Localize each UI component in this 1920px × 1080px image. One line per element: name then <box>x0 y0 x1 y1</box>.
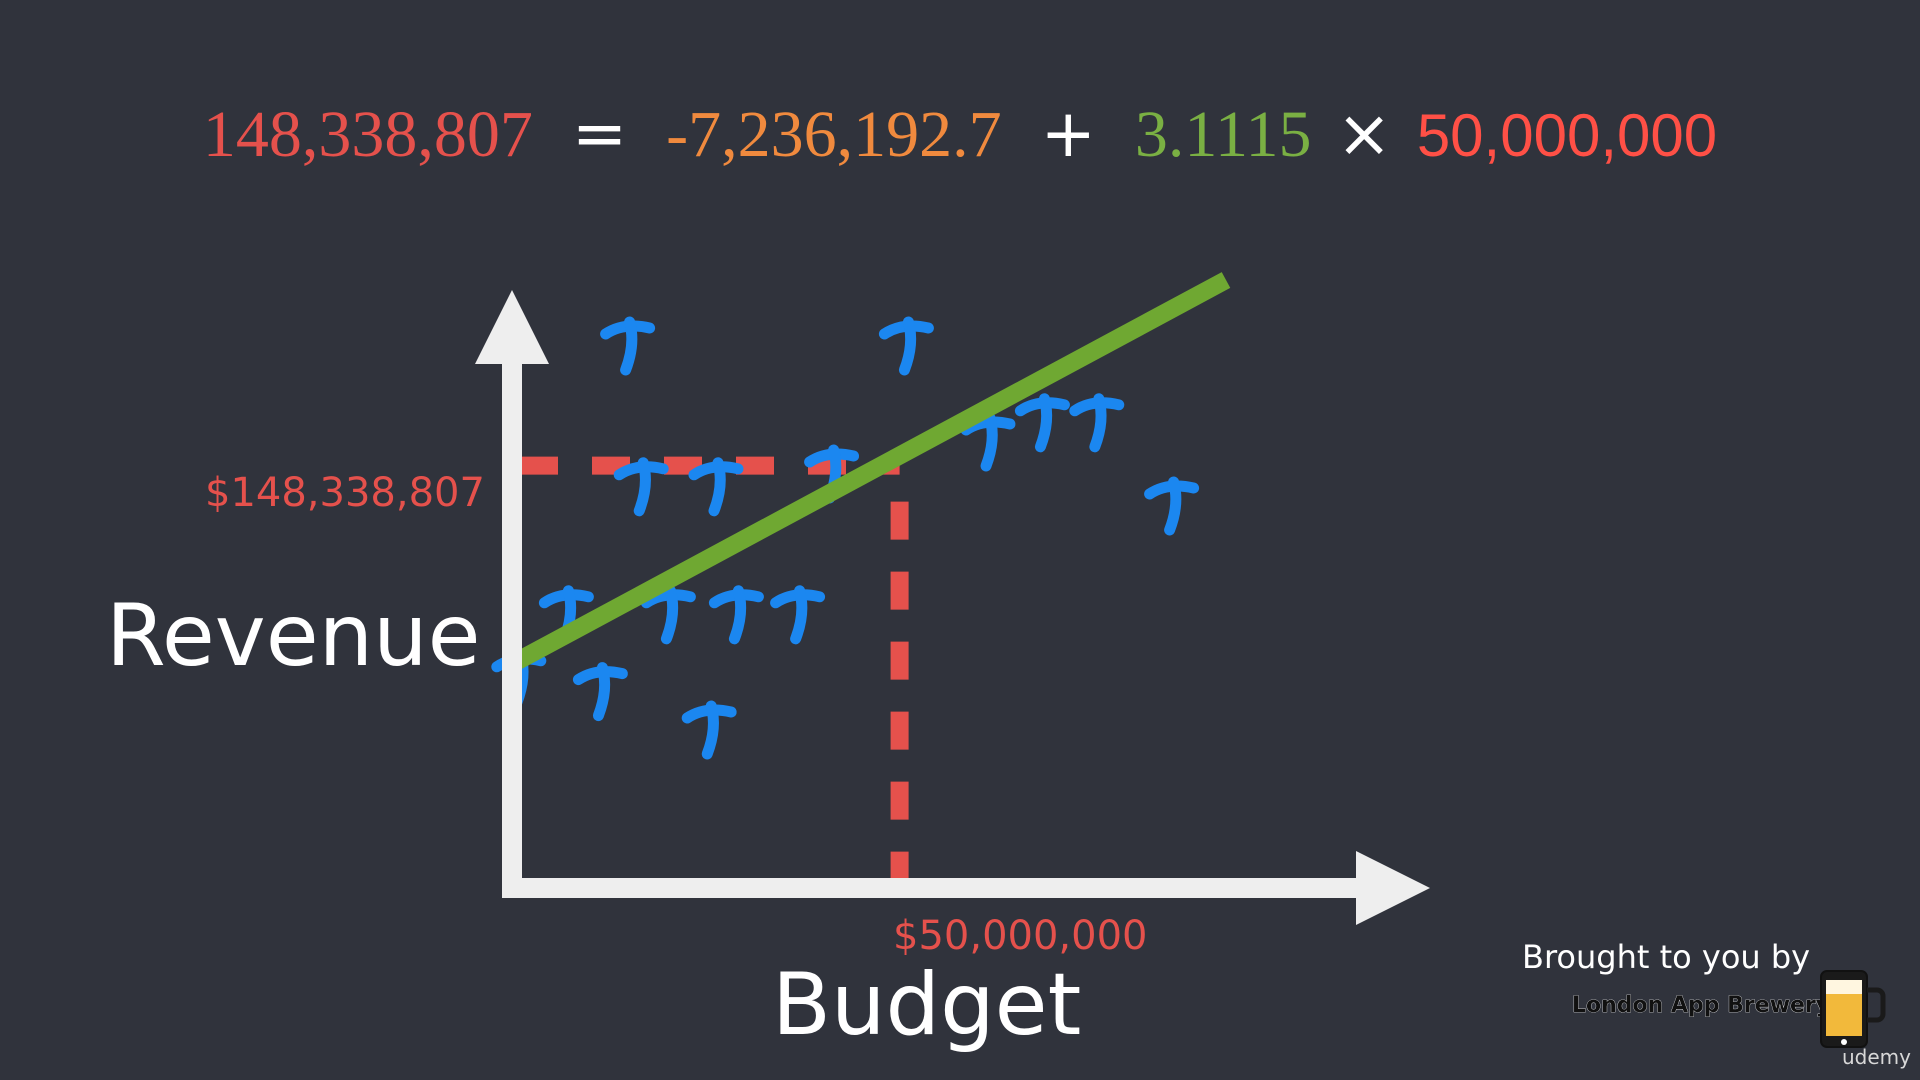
y-axis-arrowhead <box>475 290 549 364</box>
x-axis-arrowhead <box>1356 851 1430 925</box>
axes <box>475 290 1430 925</box>
data-point <box>1014 393 1070 453</box>
udemy-watermark: udemy <box>1842 1045 1911 1069</box>
data-point-stroke <box>980 412 998 472</box>
data-point <box>878 316 934 376</box>
credit-line-2: London App Brewery <box>1572 993 1831 1019</box>
x-axis-label: Budget <box>772 955 1082 1055</box>
data-point <box>640 585 696 645</box>
data-point <box>572 662 628 722</box>
data-point-stroke <box>701 700 719 760</box>
equation-times: × <box>1336 95 1392 172</box>
data-point-stroke <box>633 457 651 517</box>
y-highlight-label: $148,338,807 <box>205 470 485 516</box>
equation-result: 148,338,807 <box>202 98 533 171</box>
equation-equals: = <box>571 95 628 172</box>
regression-equation: 148,338,807 = -7,236,192.7 + 3.1115 × 50… <box>0 95 1920 173</box>
data-point-stroke <box>1089 393 1107 453</box>
data-point-stroke <box>1034 393 1053 453</box>
equation-plus: + <box>1040 95 1096 172</box>
equation-slope: 3.1115 <box>1134 98 1312 171</box>
data-point <box>600 316 656 376</box>
data-points <box>491 316 1200 760</box>
regression-line-group <box>507 272 1231 672</box>
data-point-stroke <box>592 662 611 722</box>
equation-x-value: 50,000,000 <box>1416 102 1718 169</box>
x-highlight-label: $50,000,000 <box>893 913 1148 959</box>
y-axis-label: Revenue <box>106 586 481 686</box>
data-point-stroke <box>790 585 808 645</box>
credit-line-1: Brought to you by <box>1522 938 1811 976</box>
data-point <box>1144 476 1200 536</box>
data-point <box>613 457 669 517</box>
data-point-stroke <box>728 585 747 645</box>
data-point-stroke <box>620 316 638 376</box>
data-point-stroke <box>708 457 726 517</box>
data-point <box>770 585 826 645</box>
data-point-stroke <box>898 316 917 376</box>
data-point <box>681 700 737 760</box>
data-point-stroke <box>660 585 679 645</box>
regression-line <box>507 272 1231 672</box>
beer-mug-phone-icon <box>1820 970 1886 1048</box>
data-point-stroke <box>1164 476 1182 536</box>
data-point <box>688 457 744 517</box>
data-point <box>1069 393 1125 453</box>
equation-intercept: -7,236,192.7 <box>666 98 1002 171</box>
data-point <box>708 585 764 645</box>
